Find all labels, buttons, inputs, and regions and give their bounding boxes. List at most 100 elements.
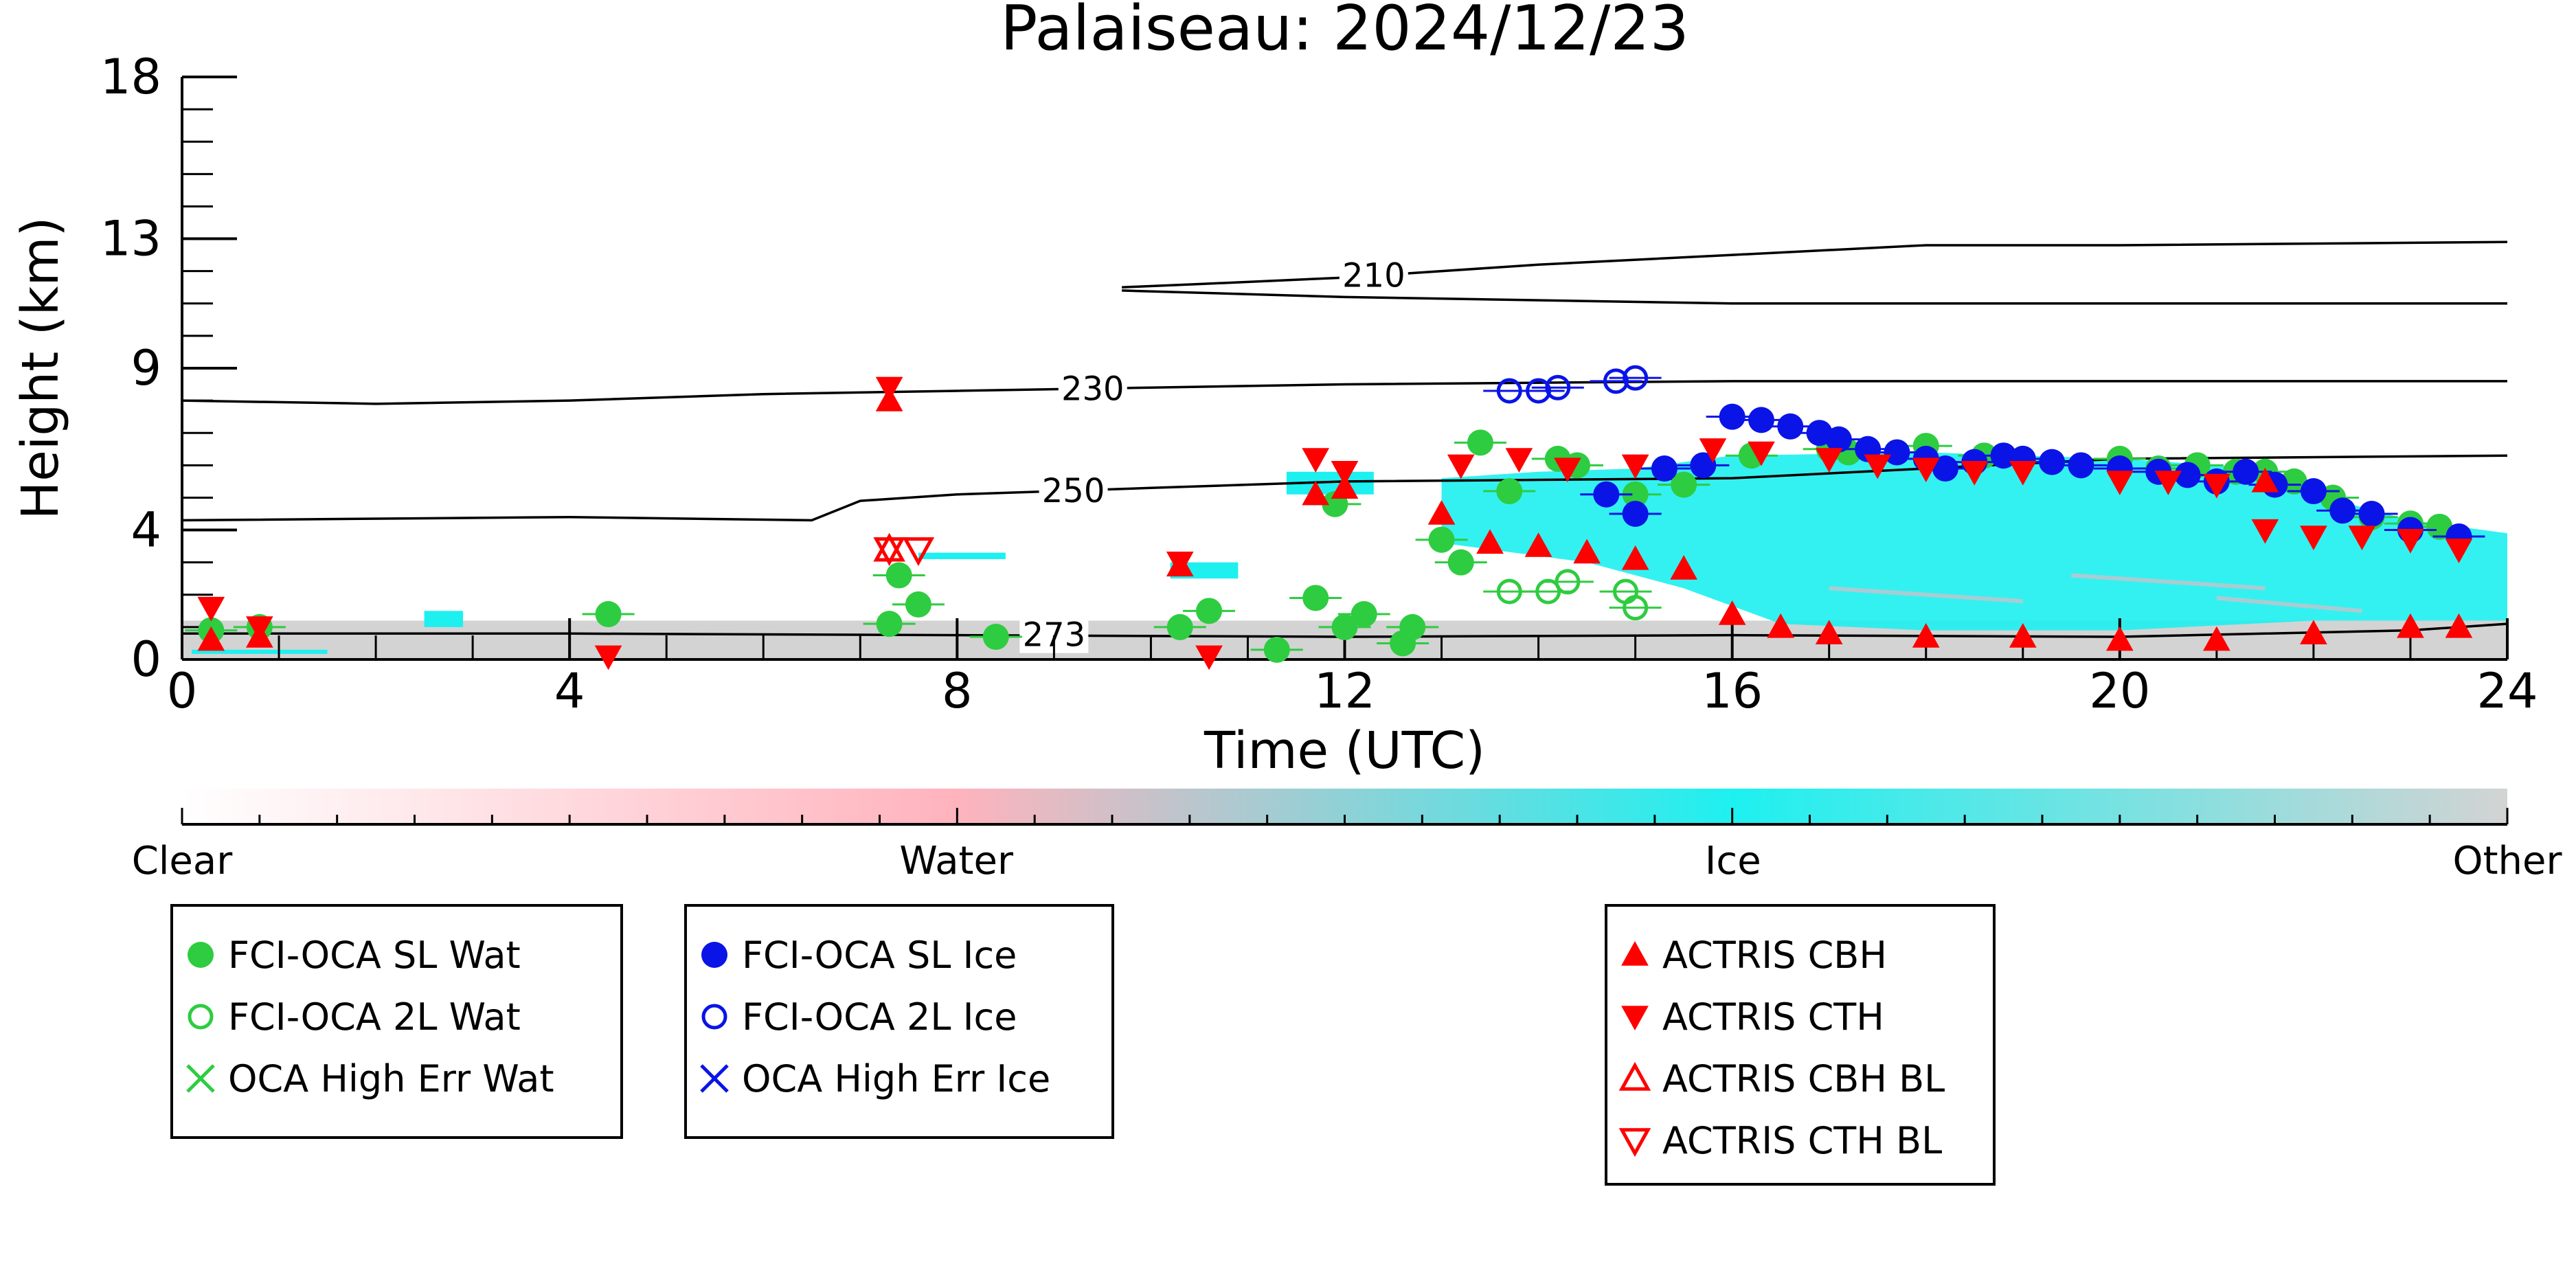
data-point <box>1351 601 1377 628</box>
data-point <box>1447 549 1474 576</box>
data-point <box>1467 429 1493 456</box>
legend-frame <box>1605 904 1996 1186</box>
legend-label: FCI-OCA SL Ice <box>742 934 1017 977</box>
water-streak <box>1829 586 2023 604</box>
ice-patch <box>918 552 1006 559</box>
data-point <box>2281 468 2307 495</box>
legend-box-2: FCI-OCA SL Ice FCI-OCA 2L Ice OCA High Err… <box>684 904 1114 1139</box>
legend-marker <box>1621 940 1649 966</box>
legend-frame <box>684 904 1114 1139</box>
data-point <box>1554 457 1581 483</box>
data-point <box>1302 480 1330 506</box>
x-tick-label: 0 <box>167 663 198 719</box>
data-point <box>1263 636 1290 663</box>
data-point <box>1524 532 1552 557</box>
data-point <box>2251 519 2279 544</box>
contour-line <box>181 380 2507 405</box>
y-tick-label: 9 <box>131 340 161 396</box>
data-point <box>1699 438 1727 463</box>
data-point <box>1476 529 1504 554</box>
data-point <box>1331 613 1358 640</box>
data-point <box>873 537 905 566</box>
legend-box-1: FCI-OCA SL Wat FCI-OCA 2L Wat OCA High Err… <box>170 904 623 1139</box>
data-point <box>1428 526 1455 553</box>
data-point <box>1651 455 1677 482</box>
data-point <box>1195 645 1223 670</box>
data-point <box>2426 513 2453 540</box>
data-point <box>1671 471 1697 498</box>
data-point <box>1622 501 1649 527</box>
data-point <box>2068 452 2094 479</box>
series-actris-cth-bl <box>873 537 935 566</box>
data-point <box>2300 478 2327 505</box>
data-point <box>1767 613 1795 638</box>
x-axis-label: Time (UTC) <box>1204 721 1485 780</box>
legend-marker <box>186 1064 215 1093</box>
data-point <box>1777 413 1804 440</box>
data-point <box>1825 426 1852 453</box>
data-point <box>2397 613 2424 638</box>
x-tick-label: 20 <box>2089 663 2150 719</box>
data-point <box>1621 454 1649 479</box>
y-tick-label: 4 <box>131 502 161 558</box>
data-point <box>1815 448 1843 473</box>
y-tick-label: 13 <box>100 211 161 267</box>
series-fci-oca-2l-ice <box>1483 365 1662 404</box>
legend-marker <box>1621 1006 1649 1031</box>
data-point <box>1748 407 1774 433</box>
legend-marker <box>1618 1061 1651 1091</box>
legend-label: FCI-OCA 2L Wat <box>228 995 521 1039</box>
data-point <box>1718 600 1746 625</box>
data-point <box>2251 467 2279 493</box>
data-point <box>1621 545 1649 570</box>
data-point <box>1593 481 1620 508</box>
colorbar-label: Clear <box>132 839 233 883</box>
legend-marker <box>701 1004 727 1030</box>
contour-label-bg <box>1339 258 1408 294</box>
data-point <box>1447 454 1475 479</box>
data-point <box>1884 439 1910 466</box>
legend-frame <box>170 904 623 1139</box>
y-tick-label: 0 <box>131 631 161 688</box>
x-tick-label: 24 <box>2476 663 2538 719</box>
data-point <box>1427 499 1456 525</box>
data-point <box>2009 461 2037 486</box>
data-point <box>2329 497 2356 524</box>
data-point <box>197 596 225 622</box>
legend-label: OCA High Err Ice <box>742 1057 1050 1100</box>
legend-box-3: ACTRIS CBH ACTRIS CTH ACTRIS CBH BL ACTRIS … <box>1605 904 1996 1186</box>
data-point <box>1526 378 1552 404</box>
series-actris-cbh <box>197 387 2473 651</box>
data-point <box>875 376 903 402</box>
data-point <box>2348 526 2376 551</box>
series-actris-cth <box>197 376 2473 670</box>
x-tick-label: 4 <box>554 663 585 719</box>
water-streak <box>2071 573 2266 591</box>
data-point <box>2203 626 2230 651</box>
ice-patch <box>424 611 464 627</box>
data-point <box>1864 454 1892 479</box>
data-point <box>2039 449 2066 475</box>
contour-label: 250 <box>1042 472 1105 510</box>
data-point <box>1166 551 1194 576</box>
data-point <box>2300 526 2327 551</box>
data-point <box>2105 626 2134 651</box>
colorbar-label: Other <box>2452 839 2562 883</box>
data-point <box>885 562 912 589</box>
contour-label: 230 <box>1061 370 1125 409</box>
series-fci-oca-2l-wat <box>1483 569 1662 621</box>
data-point <box>1302 448 1330 473</box>
data-point <box>2358 501 2385 527</box>
data-point <box>1496 578 1522 605</box>
data-point <box>1505 448 1533 473</box>
legend-label: FCI-OCA 2L Ice <box>742 995 1017 1039</box>
data-point <box>2105 471 2134 495</box>
colorbar-label: Water <box>899 839 1014 883</box>
data-point <box>2203 473 2230 499</box>
data-point <box>1719 403 1745 430</box>
data-point <box>1399 613 1426 640</box>
data-point <box>1961 461 1989 486</box>
data-point <box>2445 539 2473 563</box>
